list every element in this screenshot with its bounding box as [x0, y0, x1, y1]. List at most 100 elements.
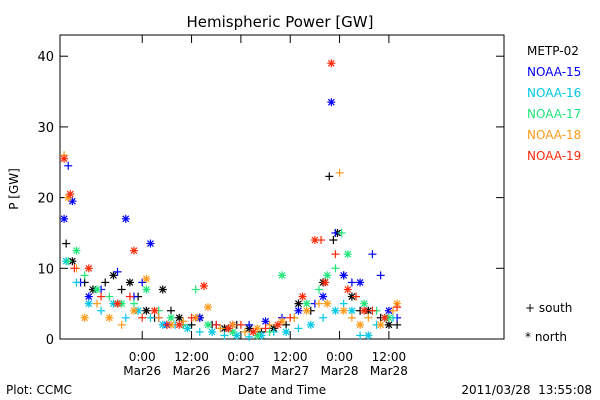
data-point [317, 236, 326, 245]
data-point [224, 324, 233, 333]
data-point [298, 292, 307, 301]
data-point [183, 324, 192, 333]
data-point [191, 313, 200, 322]
data-point [360, 299, 369, 308]
data-point [204, 303, 212, 312]
data-point [294, 324, 303, 333]
data-point [80, 271, 89, 280]
data-point [327, 59, 336, 68]
data-point [121, 214, 130, 223]
data-point [389, 306, 397, 315]
data-point [84, 264, 93, 273]
data-point [331, 264, 340, 273]
data-point [306, 320, 315, 329]
data-point [150, 306, 159, 315]
data-point [93, 285, 101, 294]
data-point [187, 313, 196, 322]
x-tick-label-time: 0:00 [227, 350, 254, 364]
data-point [245, 320, 254, 329]
data-point [249, 327, 258, 336]
data-point [261, 324, 270, 333]
data-point [364, 313, 373, 322]
data-point [121, 313, 130, 322]
axis-ticks: 0102030400:00Mar2612:00Mar260:00Mar2712:… [37, 35, 504, 378]
data-point [158, 285, 167, 294]
data-point [368, 250, 377, 259]
data-point [105, 313, 114, 322]
marker-legend: + south * north [525, 301, 572, 344]
data-point [356, 331, 365, 340]
data-point [339, 271, 348, 280]
legend-entry: NOAA-18 [527, 128, 581, 142]
data-point [321, 278, 330, 287]
data-point [339, 306, 348, 315]
data-point [72, 278, 81, 287]
data-point [323, 271, 332, 280]
data-point [236, 320, 245, 329]
x-tick-label-time: 12:00 [273, 350, 308, 364]
data-point [294, 306, 303, 315]
data-point [253, 331, 262, 340]
data-point [175, 320, 184, 329]
legend-entry: METP-02 [527, 44, 579, 58]
data-point [117, 320, 126, 329]
data-point [162, 320, 171, 329]
data-point [113, 267, 122, 276]
data-point [265, 327, 274, 336]
marker-legend-entry: * north [525, 330, 567, 344]
data-point [302, 299, 311, 308]
data-point [352, 292, 360, 301]
data-point [125, 292, 134, 301]
data-point [216, 324, 225, 333]
data-point [146, 239, 155, 248]
data-point [325, 172, 334, 181]
legend-entry: NOAA-15 [527, 65, 581, 79]
data-point [265, 320, 274, 329]
data-point [70, 264, 79, 273]
data-point [72, 246, 81, 255]
data-point [101, 278, 110, 287]
y-tick-label: 0 [46, 333, 54, 348]
data-point [315, 285, 323, 294]
data-point [343, 250, 352, 259]
data-point [64, 257, 73, 266]
data-point [347, 306, 356, 315]
data-point [302, 306, 311, 315]
x-axis-label: Date and Time [238, 383, 326, 397]
data-point [199, 281, 208, 290]
marker-legend-entry: + south [525, 301, 572, 315]
data-point [282, 320, 291, 329]
data-point [356, 278, 365, 287]
plot-frame [59, 34, 505, 340]
y-tick-label: 10 [37, 262, 54, 277]
data-point [62, 239, 71, 248]
data-point [220, 331, 229, 340]
data-point [241, 327, 249, 336]
data-point [154, 313, 163, 322]
data-point [384, 320, 393, 329]
data-point [167, 320, 175, 329]
x-tick-label-time: 0:00 [129, 350, 156, 364]
data-point [393, 303, 402, 312]
data-point [167, 313, 175, 322]
data-point [80, 313, 89, 322]
data-point [64, 161, 73, 170]
data-points [60, 59, 402, 341]
data-point [323, 299, 332, 308]
plot-credit: Plot: CCMC [6, 383, 72, 397]
legend: METP-02 NOAA-15 NOAA-16 NOAA-17 NOAA-18 NOAA-… [527, 44, 581, 163]
data-point [187, 320, 196, 329]
data-point [167, 306, 175, 315]
data-point [130, 299, 138, 308]
data-point [376, 320, 385, 329]
data-point [282, 327, 291, 336]
data-point [138, 278, 147, 287]
data-point [66, 190, 75, 199]
data-point [93, 299, 101, 308]
data-point [146, 313, 155, 322]
data-point [347, 313, 356, 322]
data-point [319, 292, 328, 301]
data-point [356, 320, 365, 329]
data-point [125, 278, 134, 287]
data-point [376, 271, 385, 280]
